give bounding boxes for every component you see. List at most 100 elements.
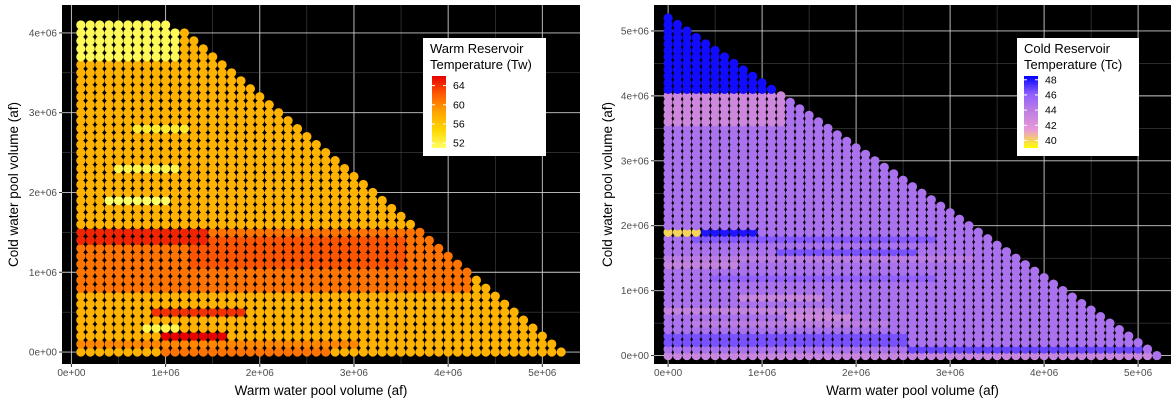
- data-point: [85, 116, 95, 126]
- data-point: [264, 203, 274, 214]
- data-point: [189, 100, 199, 110]
- data-point: [255, 347, 265, 357]
- data-point: [973, 266, 983, 276]
- data-point: [264, 219, 274, 229]
- data-point: [415, 243, 425, 253]
- data-point: [226, 243, 237, 253]
- data-point: [842, 221, 852, 231]
- data-point: [462, 331, 472, 341]
- data-point: [189, 307, 199, 317]
- data-point: [945, 214, 955, 224]
- data-point: [663, 337, 673, 348]
- data-point: [142, 299, 152, 309]
- data-point: [860, 221, 871, 231]
- data-point: [738, 110, 748, 120]
- data-point: [945, 253, 955, 263]
- data-point: [132, 28, 142, 38]
- data-point: [405, 339, 416, 349]
- data-point: [663, 344, 673, 354]
- data-point: [842, 318, 852, 328]
- data-point: [1067, 337, 1077, 348]
- data-point: [1142, 344, 1153, 354]
- data-point: [396, 315, 406, 325]
- data-point: [776, 195, 786, 205]
- data-point: [785, 195, 795, 205]
- data-point: [729, 188, 739, 198]
- data-point: [729, 331, 739, 341]
- data-point: [870, 221, 880, 231]
- data-point: [992, 266, 1002, 276]
- data-point: [898, 318, 908, 328]
- data-point: [302, 283, 312, 293]
- data-point: [898, 247, 908, 257]
- data-point: [321, 315, 331, 325]
- data-point: [1095, 324, 1106, 335]
- data-point: [992, 305, 1002, 315]
- data-point: [776, 97, 786, 107]
- data-point: [917, 188, 927, 198]
- data-point: [236, 235, 246, 245]
- data-point: [719, 130, 730, 140]
- data-point: [452, 291, 463, 301]
- data-point: [813, 299, 824, 309]
- data-point: [236, 267, 246, 277]
- data-point: [795, 286, 805, 296]
- data-point: [113, 283, 124, 293]
- data-point: [738, 169, 748, 179]
- data-point: [832, 286, 842, 296]
- data-point: [851, 169, 861, 179]
- data-point: [236, 347, 246, 357]
- data-point: [842, 169, 852, 179]
- data-point: [682, 266, 692, 276]
- data-point: [1095, 318, 1106, 328]
- data-point: [170, 36, 180, 46]
- data-point: [95, 227, 105, 237]
- data-point: [719, 169, 730, 179]
- data-point: [292, 235, 303, 245]
- data-point: [358, 235, 368, 245]
- data-point: [917, 266, 927, 276]
- data-point: [368, 347, 378, 357]
- data-point: [255, 307, 265, 317]
- data-point: [161, 299, 171, 309]
- data-point: [509, 307, 519, 317]
- data-point: [113, 291, 124, 301]
- data-point: [691, 324, 701, 335]
- data-point: [198, 195, 208, 206]
- data-point: [917, 227, 927, 237]
- data-point: [1011, 350, 1021, 361]
- data-point: [983, 240, 993, 250]
- data-point: [738, 175, 748, 185]
- data-point: [898, 240, 908, 250]
- data-point: [170, 155, 180, 166]
- data-point: [1020, 305, 1030, 315]
- data-point: [813, 214, 824, 224]
- data-point: [719, 182, 730, 192]
- data-point: [95, 52, 105, 62]
- data-point: [795, 195, 805, 205]
- data-point: [113, 251, 124, 261]
- data-point: [729, 149, 739, 159]
- data-point: [471, 283, 481, 293]
- data-point: [151, 52, 161, 62]
- data-point: [179, 147, 190, 158]
- data-point: [973, 312, 983, 322]
- data-point: [415, 299, 425, 309]
- data-point: [396, 259, 406, 269]
- data-point: [358, 267, 368, 277]
- data-point: [226, 195, 237, 206]
- data-point: [217, 251, 227, 261]
- data-point: [701, 130, 711, 140]
- data-point: [151, 315, 161, 325]
- data-point: [95, 275, 105, 285]
- data-point: [85, 28, 95, 38]
- data-point: [76, 283, 86, 293]
- data-point: [691, 240, 701, 250]
- data-point: [170, 331, 180, 341]
- data-point: [415, 347, 425, 357]
- data-point: [189, 179, 199, 190]
- data-point: [682, 91, 692, 101]
- data-point: [104, 211, 114, 222]
- data-point: [179, 283, 190, 293]
- data-point: [226, 219, 237, 229]
